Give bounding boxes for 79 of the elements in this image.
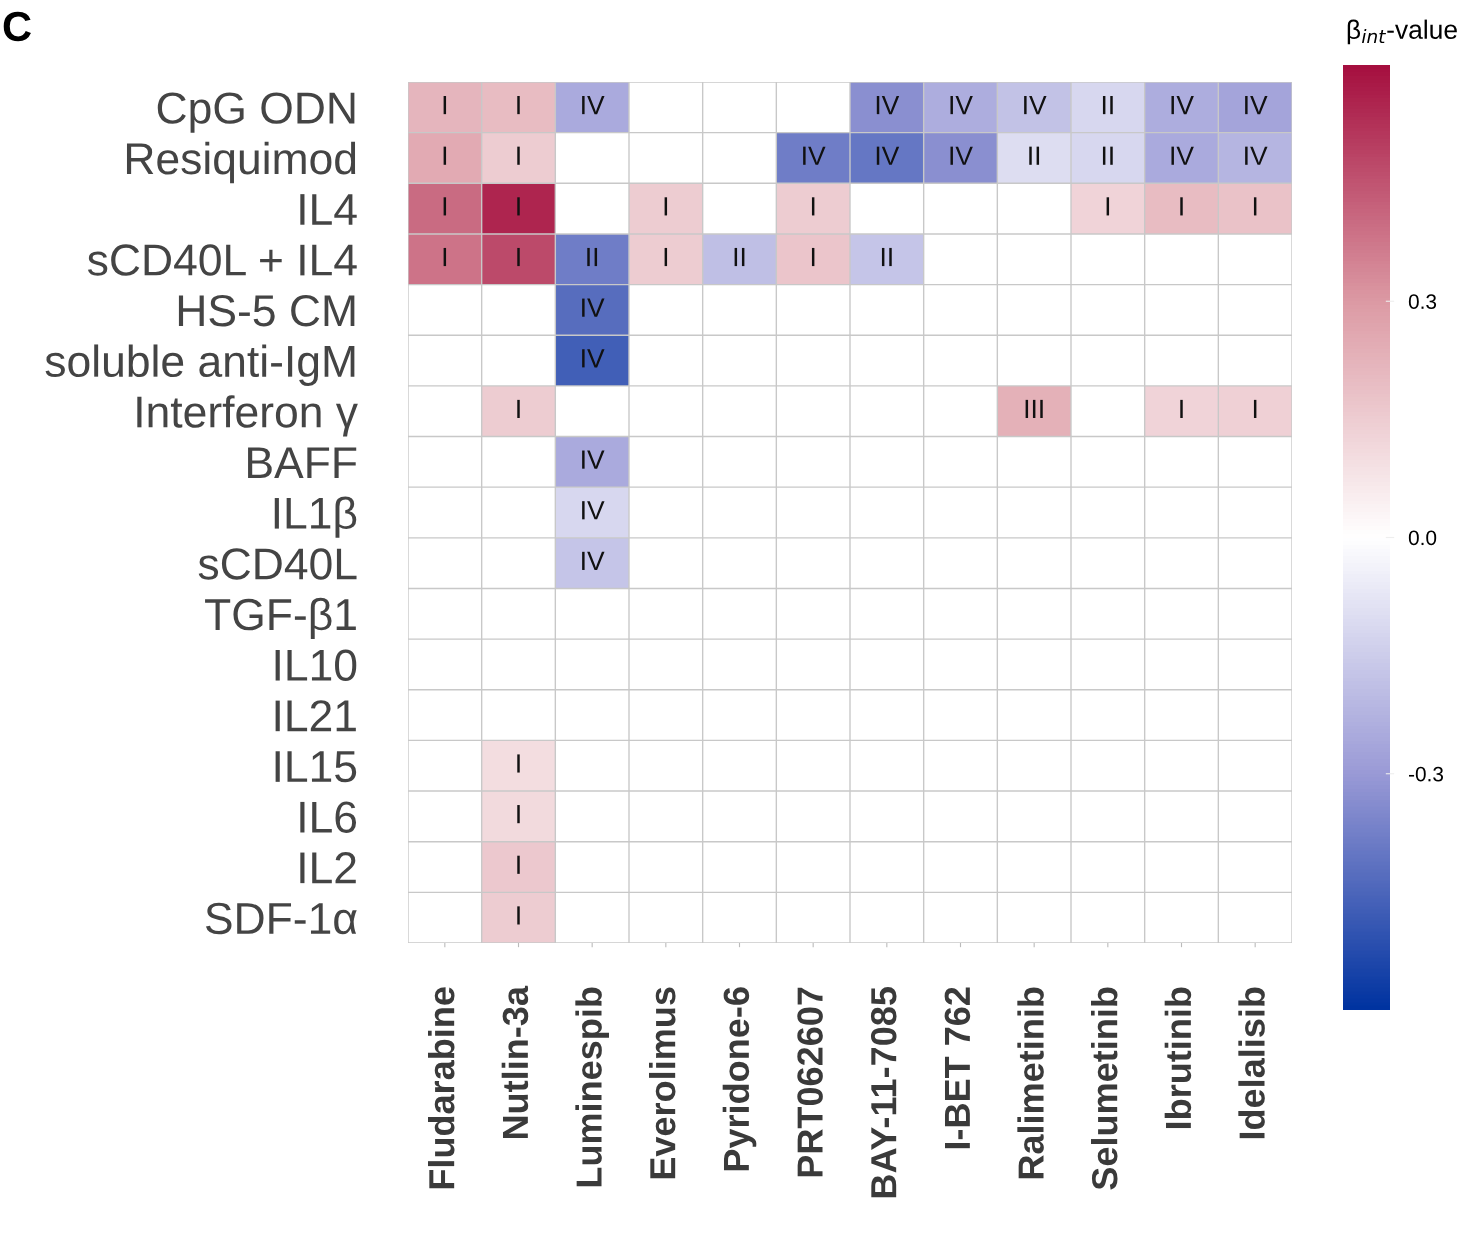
y-tick-label: IL2	[300, 852, 356, 884]
y-tick-label: HS-5 CM	[178, 294, 355, 327]
data-label: I	[664, 197, 668, 216]
color-bar-label: -0.3	[1408, 766, 1444, 782]
data-label: I	[517, 146, 520, 165]
data-label: I	[1253, 197, 1257, 216]
data-label: IV	[1171, 146, 1194, 165]
y-tick-label: IL21	[275, 700, 356, 732]
y-tick-label: IL6	[300, 801, 357, 833]
x-tick-label: Luminespib	[575, 987, 609, 1187]
data-label: I	[517, 906, 520, 925]
data-label: IV	[950, 95, 973, 115]
data-label: IV	[803, 146, 826, 165]
x-tick-label: Ralimetinib	[1017, 987, 1044, 1179]
x-tick-label: Selumetinib	[1091, 987, 1118, 1190]
data-label: II	[1029, 146, 1040, 165]
x-tick-label: Idelalisib	[1238, 987, 1265, 1139]
data-label: I	[443, 146, 447, 165]
data-label: I	[1180, 197, 1183, 216]
x-tick-label: Fludarabine	[428, 987, 455, 1189]
data-label: II	[587, 247, 598, 267]
data-label: I	[1180, 399, 1183, 419]
data-label: IV	[1245, 146, 1268, 165]
data-label: IV	[582, 551, 605, 570]
data-label: IV	[582, 450, 605, 469]
data-label: IV	[582, 349, 605, 368]
color-bar-label: 0.0	[1408, 530, 1437, 546]
data-label: I	[517, 399, 520, 419]
data-label: I	[1253, 399, 1257, 419]
data-label: IV	[1024, 95, 1047, 115]
y-tick-label: BAFF	[248, 447, 357, 478]
data-label: I	[517, 855, 520, 874]
y-tick-label: soluble anti-IgM	[45, 344, 355, 386]
x-tick-label: PRT062607	[797, 987, 823, 1177]
y-tick-label: IL10	[275, 649, 357, 681]
data-label: I	[517, 197, 520, 216]
data-label: I	[443, 95, 447, 115]
y-tick-label: sCD40L + IL4	[87, 244, 357, 276]
data-label: II	[881, 247, 892, 267]
data-label: IV	[582, 95, 605, 115]
data-label: IV	[1171, 95, 1194, 115]
color-bar-label: 0.3	[1408, 294, 1437, 309]
data-label: IV	[582, 501, 605, 520]
data-label: IV	[582, 298, 605, 317]
x-tick-label: Nutlin-3a	[501, 985, 529, 1139]
data-label: III	[1025, 399, 1043, 419]
data-label: IV	[1245, 95, 1268, 115]
data-label: I	[811, 247, 815, 267]
data-label: I	[811, 197, 815, 216]
data-label: I	[1106, 197, 1110, 216]
data-label: II	[734, 247, 745, 267]
y-tick-label: SDF-1α	[205, 902, 357, 935]
data-label: IV	[876, 146, 900, 165]
data-label: I	[664, 247, 668, 267]
color-bar-title: β$_{int}$-value	[1347, 19, 1457, 45]
y-tick-label: IL1β	[274, 496, 357, 538]
y-tick-label: IL4	[300, 194, 357, 225]
text: C	[3, 11, 31, 42]
data-label: I	[517, 247, 520, 267]
y-tick-label: TGF-β1	[205, 597, 356, 640]
data-label: I	[517, 95, 520, 115]
x-tick-label: Everolimus	[649, 987, 676, 1179]
data-label: I	[443, 197, 447, 216]
x-tick-label: I-BET 762	[944, 987, 971, 1149]
y-tick-label: Resiquimod	[126, 141, 356, 184]
y-tick-label: IL15	[275, 751, 357, 783]
y-tick-label: Interferon γ	[137, 395, 358, 437]
x-tick-label: Ibrutinib	[1164, 987, 1192, 1129]
data-label: I	[443, 247, 447, 267]
data-label: I	[517, 805, 520, 824]
x-tick-label: Pyridone-6	[722, 987, 757, 1171]
x-tick-label: BAY-11-7085	[870, 987, 897, 1198]
y-tick-label: CpG ODN	[157, 92, 355, 133]
y-tick-label: sCD40L	[198, 548, 357, 580]
data-label: IV	[950, 146, 973, 165]
data-label: IV	[876, 95, 900, 115]
data-label: I	[517, 754, 520, 773]
data-label: II	[1102, 95, 1113, 115]
data-label: II	[1102, 146, 1113, 165]
